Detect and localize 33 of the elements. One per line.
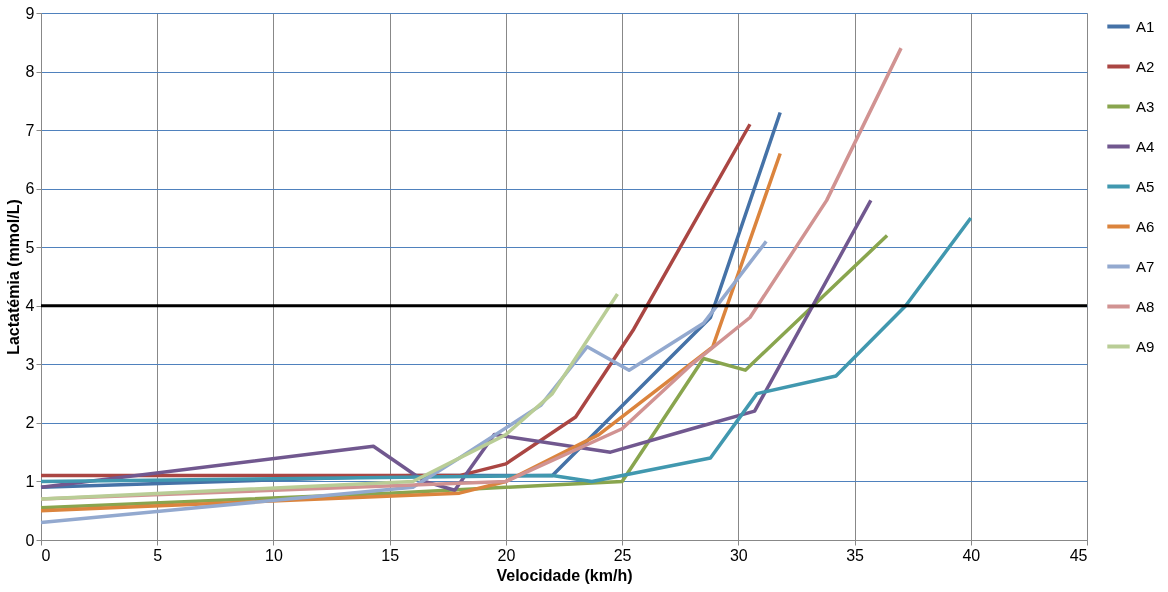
x-tick-label: 0 — [41, 546, 51, 564]
legend-label: A2 — [1136, 57, 1155, 75]
x-tick-label: 45 — [1069, 546, 1088, 564]
y-tick-label: 4 — [25, 297, 35, 315]
y-tick-label: 9 — [25, 4, 35, 22]
legend-label: A6 — [1136, 217, 1155, 235]
y-tick-label: 6 — [25, 180, 35, 198]
x-tick-label: 15 — [381, 546, 400, 564]
legend-label: A3 — [1136, 97, 1155, 115]
line-series — [39, 216, 973, 484]
x-tick-label: 20 — [497, 546, 516, 564]
legend-label: A4 — [1136, 137, 1155, 155]
line-series — [39, 292, 620, 501]
x-tick-label: 25 — [613, 546, 632, 564]
y-tick-label: 7 — [25, 121, 35, 139]
x-tick-label: 10 — [265, 546, 283, 564]
legend-label: A7 — [1136, 257, 1155, 275]
x-tick-label: 30 — [729, 546, 748, 564]
x-tick-label: 35 — [846, 546, 865, 564]
y-tick-label: 5 — [25, 238, 35, 256]
x-tick-label: 5 — [153, 546, 163, 564]
x-tick-label: 40 — [962, 546, 981, 564]
legend-label: A8 — [1136, 297, 1155, 315]
legend-label: A5 — [1136, 177, 1155, 195]
x-axis-title: Velocidade (km/h) — [496, 566, 633, 584]
y-axis-title: Lactatémia (mmol/L) — [4, 199, 22, 355]
legend-label: A1 — [1136, 17, 1155, 35]
y-tick-label: 1 — [25, 472, 35, 490]
y-tick-label: 0 — [25, 531, 35, 549]
y-tick-label: 8 — [25, 63, 35, 81]
legend-label: A9 — [1136, 337, 1155, 355]
y-tick-label: 2 — [25, 414, 35, 432]
y-tick-label: 3 — [25, 355, 35, 373]
